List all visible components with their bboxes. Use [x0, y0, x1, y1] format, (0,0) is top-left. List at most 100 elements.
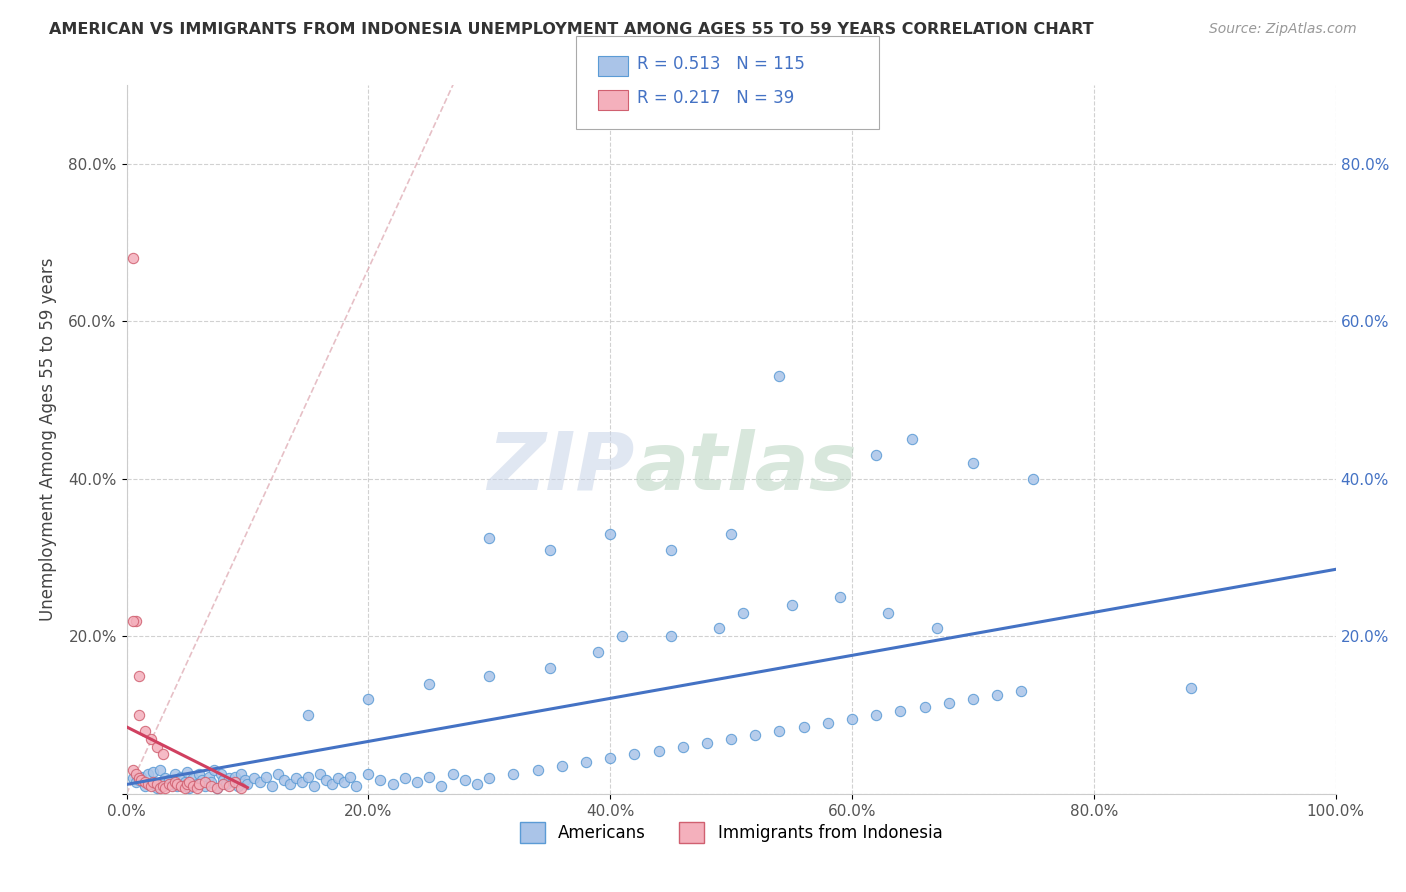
Point: [623, 747, 645, 762]
Point: [914, 700, 936, 714]
Point: [865, 708, 887, 723]
Point: [357, 767, 380, 781]
Point: [181, 771, 204, 785]
Point: [647, 743, 669, 757]
Point: [121, 771, 143, 785]
Point: [962, 456, 984, 470]
Point: [309, 767, 332, 781]
Point: [134, 775, 156, 789]
Point: [236, 777, 259, 791]
Point: [152, 775, 174, 789]
Point: [575, 756, 598, 770]
Point: [146, 777, 169, 791]
Point: [209, 767, 232, 781]
Point: [865, 448, 887, 462]
Point: [188, 767, 211, 781]
Point: [877, 606, 900, 620]
Point: [200, 779, 222, 793]
Point: [733, 606, 755, 620]
Point: [125, 614, 148, 628]
Point: [181, 779, 204, 793]
Point: [817, 715, 839, 730]
Point: [249, 775, 271, 789]
Point: [170, 779, 193, 793]
Text: Source: ZipAtlas.com: Source: ZipAtlas.com: [1209, 22, 1357, 37]
Text: AMERICAN VS IMMIGRANTS FROM INDONESIA UNEMPLOYMENT AMONG AGES 55 TO 59 YEARS COR: AMERICAN VS IMMIGRANTS FROM INDONESIA UN…: [49, 22, 1094, 37]
Point: [418, 770, 440, 784]
Point: [962, 692, 984, 706]
Point: [224, 775, 246, 789]
Point: [121, 764, 143, 778]
Point: [478, 531, 501, 545]
Point: [278, 777, 301, 791]
Point: [418, 676, 440, 690]
Point: [212, 772, 235, 787]
Point: [538, 661, 561, 675]
Point: [231, 767, 253, 781]
Point: [768, 723, 790, 738]
Point: [155, 771, 177, 785]
Point: [925, 621, 948, 635]
Legend: Americans, Immigrants from Indonesia: Americans, Immigrants from Indonesia: [513, 815, 949, 849]
Point: [302, 779, 325, 793]
Point: [889, 704, 911, 718]
Point: [672, 739, 695, 754]
Point: [142, 775, 165, 789]
Point: [129, 772, 152, 787]
Point: [139, 779, 162, 793]
Point: [218, 771, 240, 785]
Point: [139, 731, 162, 746]
Point: [152, 747, 174, 762]
Point: [599, 751, 621, 765]
Point: [394, 771, 416, 785]
Point: [134, 723, 156, 738]
Point: [152, 779, 174, 793]
Point: [194, 779, 217, 793]
Point: [173, 775, 195, 789]
Point: [186, 777, 208, 791]
Point: [297, 708, 319, 723]
Point: [176, 777, 198, 791]
Point: [128, 772, 150, 787]
Point: [339, 770, 361, 784]
Point: [166, 777, 188, 791]
Point: [659, 629, 682, 643]
Text: atlas: atlas: [634, 429, 858, 507]
Point: [938, 696, 960, 710]
Point: [179, 780, 201, 795]
Point: [659, 542, 682, 557]
Point: [405, 775, 427, 789]
Point: [202, 764, 225, 778]
Text: ZIP: ZIP: [486, 429, 634, 507]
Point: [526, 764, 548, 778]
Point: [129, 770, 152, 784]
Text: R = 0.217   N = 39: R = 0.217 N = 39: [637, 89, 794, 107]
Point: [297, 770, 319, 784]
Point: [233, 772, 256, 787]
Point: [612, 629, 634, 643]
Point: [430, 779, 453, 793]
Point: [780, 598, 803, 612]
Y-axis label: Unemployment Among Ages 55 to 59 years: Unemployment Among Ages 55 to 59 years: [39, 258, 58, 621]
Point: [134, 779, 156, 793]
Point: [454, 772, 477, 787]
Point: [224, 770, 246, 784]
Point: [149, 780, 172, 795]
Point: [197, 770, 219, 784]
Point: [370, 772, 392, 787]
Point: [121, 614, 143, 628]
Point: [139, 777, 162, 791]
Text: R = 0.513   N = 115: R = 0.513 N = 115: [637, 55, 804, 73]
Point: [254, 770, 277, 784]
Point: [284, 771, 307, 785]
Point: [1022, 472, 1045, 486]
Point: [128, 771, 150, 785]
Point: [190, 772, 212, 787]
Point: [125, 767, 148, 781]
Point: [538, 542, 561, 557]
Point: [162, 779, 184, 793]
Point: [157, 772, 180, 787]
Point: [128, 669, 150, 683]
Point: [188, 777, 211, 791]
Point: [121, 251, 143, 265]
